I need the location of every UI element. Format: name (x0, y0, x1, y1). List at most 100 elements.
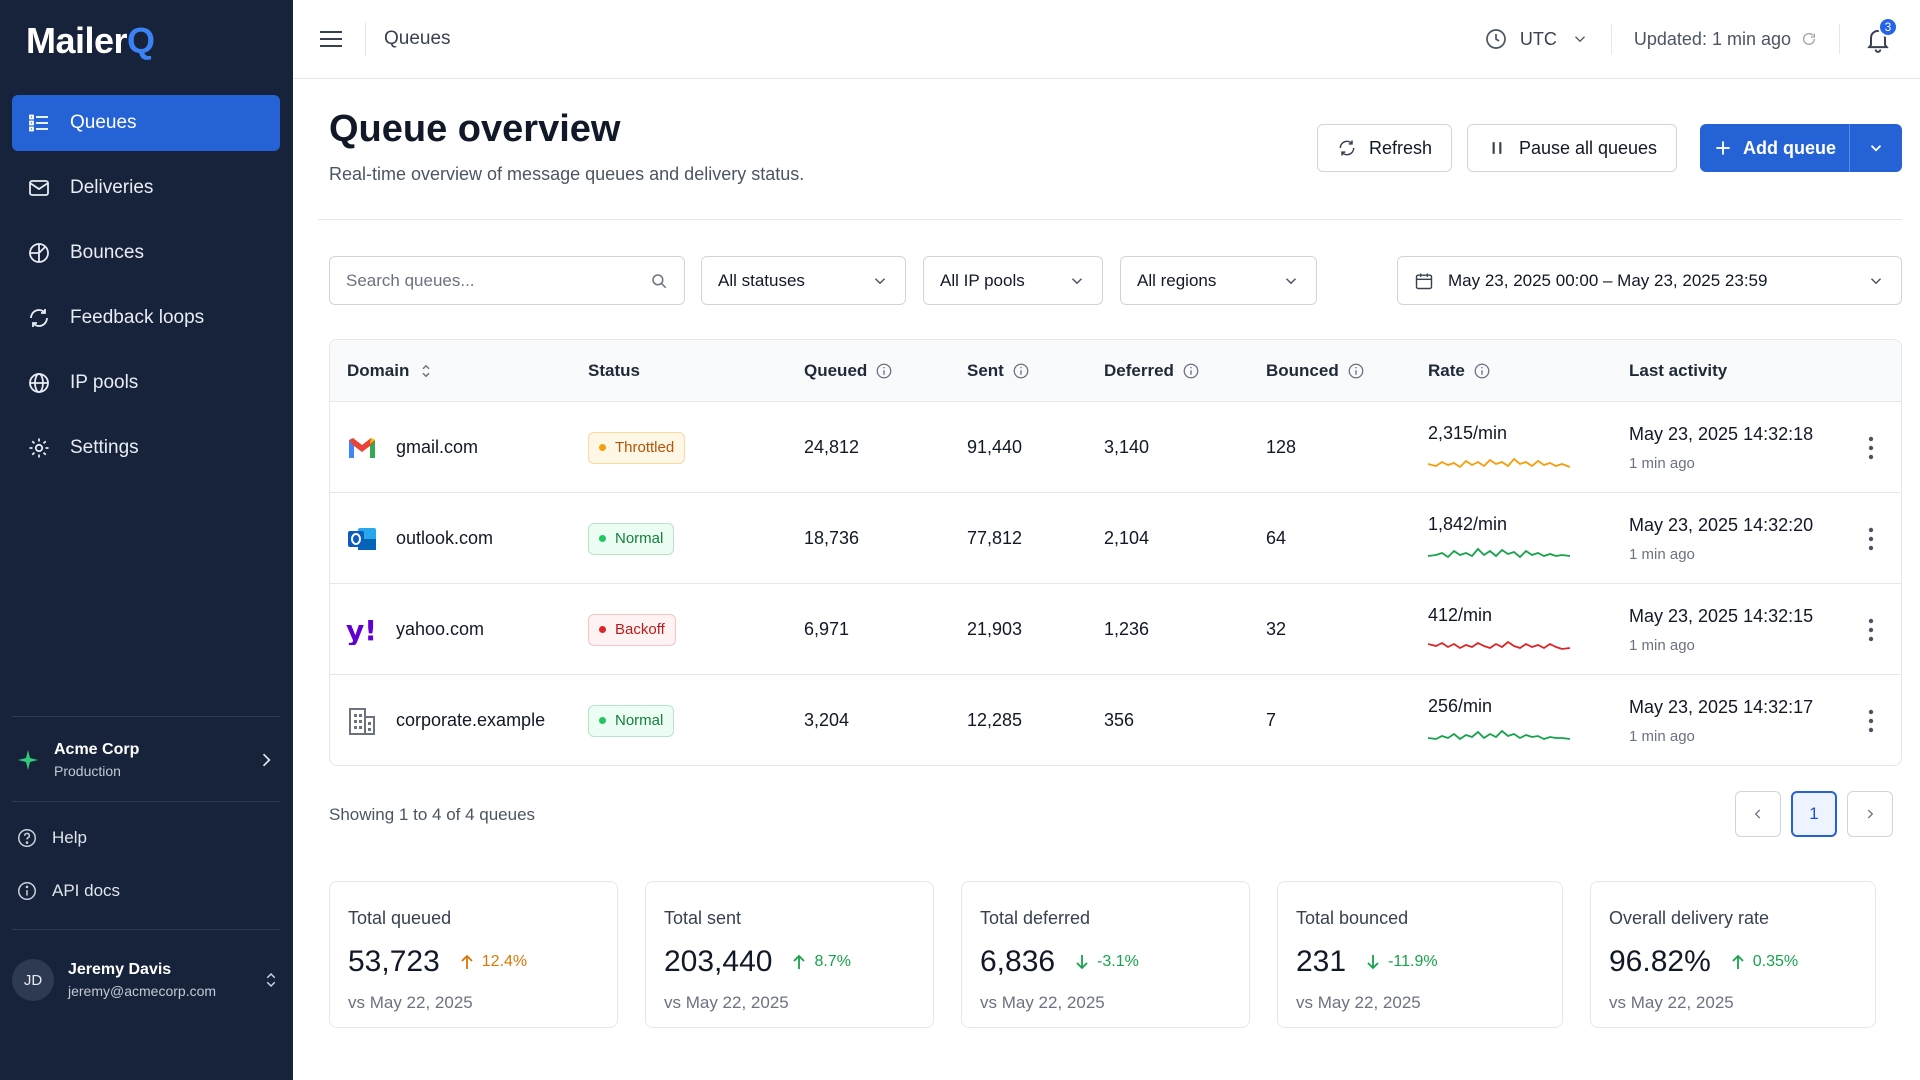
updated-text: Updated: 1 min ago (1633, 28, 1791, 49)
sidebar-item-bounces[interactable]: Bounces (12, 225, 280, 281)
info-icon[interactable] (875, 362, 893, 380)
status-badge: Normal (588, 522, 675, 555)
add-queue-button[interactable]: Add queue (1700, 124, 1850, 172)
table-row[interactable]: outlook.com Normal 18,736 77,812 2,104 6… (330, 493, 1901, 584)
add-queue-dropdown[interactable] (1850, 124, 1902, 172)
pause-icon (1492, 142, 1502, 154)
help-circle-icon (18, 829, 36, 847)
column-queued: Queued (804, 340, 893, 402)
column-label: Status (588, 361, 640, 380)
page-button-1[interactable]: 1 (1791, 791, 1837, 837)
refresh-small-icon[interactable] (1801, 31, 1817, 47)
rate-sparkline (1428, 640, 1570, 650)
status-filter[interactable]: All statuses (701, 256, 906, 305)
notifications-button[interactable]: 3 (1862, 17, 1898, 55)
sidebar-item-label: Bounces (70, 242, 144, 263)
sidebar-item-settings[interactable]: Settings (12, 420, 280, 476)
queued-value: 24,812 (804, 437, 860, 457)
prev-page-button[interactable] (1735, 791, 1781, 837)
more-vertical-icon[interactable] (1867, 526, 1875, 552)
summary-card-delivery-rate: Overall delivery rate 96.82% 0.35% vs Ma… (1590, 881, 1876, 1028)
deferred-value: 1,236 (1104, 619, 1150, 639)
rate-value: 256/min (1428, 696, 1493, 716)
info-icon[interactable] (1182, 362, 1200, 380)
info-circle-icon (18, 882, 36, 900)
column-bounced: Bounced (1266, 340, 1365, 402)
sidebar-item-feedback-loops[interactable]: Feedback loops (12, 290, 280, 346)
card-delta: -3.1% (1075, 953, 1139, 971)
sent-value: 21,903 (967, 619, 1023, 639)
date-range-picker[interactable]: May 23, 2025 00:00 – May 23, 2025 23:59 (1397, 256, 1902, 305)
card-delta: 12.4% (460, 953, 527, 971)
table-row[interactable]: y! yahoo.com Backoff 6,971 21,903 1,236 … (330, 584, 1901, 675)
table-row[interactable]: corporate.example Normal 3,204 12,285 35… (330, 675, 1901, 765)
more-vertical-icon[interactable] (1867, 435, 1875, 461)
globe-icon (26, 370, 52, 396)
sidebar-item-deliveries[interactable]: Deliveries (12, 160, 280, 216)
domain-name[interactable]: corporate.example (396, 710, 546, 730)
column-deferred: Deferred (1104, 340, 1200, 402)
card-label: Total queued (348, 908, 452, 928)
gmail-icon (346, 432, 378, 464)
chevron-left-icon (1754, 809, 1761, 819)
app-logo[interactable]: MailerQ (26, 20, 155, 61)
summary-card-total-sent: Total sent 203,440 8.7% vs May 22, 2025 (645, 881, 934, 1028)
table-row[interactable]: gmail.com Throttled 24,812 91,440 3,140 … (330, 402, 1901, 493)
pause-all-button[interactable]: Pause all queues (1467, 124, 1677, 172)
domain-name[interactable]: outlook.com (396, 528, 494, 548)
timezone-select[interactable]: UTC (1484, 27, 1589, 51)
refresh-button[interactable]: Refresh (1317, 124, 1452, 172)
next-page-button[interactable] (1847, 791, 1893, 837)
info-icon[interactable] (1347, 362, 1365, 380)
info-icon[interactable] (1012, 362, 1030, 380)
arrow-down-icon (1076, 955, 1088, 970)
column-domain[interactable]: Domain (347, 340, 435, 402)
deferred-value: 2,104 (1104, 528, 1150, 548)
chevron-down-icon (1870, 145, 1882, 152)
queues-table: Domain Status Queued Sent Deferred Bounc… (329, 339, 1902, 766)
menu-icon[interactable] (317, 25, 345, 53)
last-activity-date: May 23, 2025 14:32:18 (1629, 423, 1814, 444)
rate-value: 2,315/min (1428, 423, 1508, 443)
updated-status: Updated: 1 min ago (1634, 29, 1817, 50)
more-vertical-icon[interactable] (1867, 617, 1875, 643)
arrow-up-icon (793, 954, 806, 969)
column-label: Queued (804, 361, 868, 380)
domain-name[interactable]: gmail.com (396, 437, 479, 457)
ip-pool-filter[interactable]: All IP pools (923, 256, 1103, 305)
user-menu[interactable]: JD Jeremy Davis jeremy@acmecorp.com (12, 955, 280, 1005)
column-label: Domain (347, 361, 410, 380)
chevron-down-icon (1574, 36, 1585, 43)
rate-sparkline (1428, 547, 1570, 559)
search-placeholder: Search queues... (346, 270, 475, 290)
calendar-icon (1415, 273, 1433, 289)
search-field[interactable]: Search queues... (329, 256, 685, 305)
page-title: Queue overview (329, 108, 621, 150)
org-switcher[interactable]: Acme Corp Production (16, 738, 276, 782)
column-status: Status (588, 340, 640, 402)
more-vertical-icon[interactable] (1867, 708, 1875, 734)
region-filter[interactable]: All regions (1120, 256, 1317, 305)
arrow-up-icon (461, 954, 473, 969)
sidebar-item-ip-pools[interactable]: IP pools (12, 355, 280, 411)
sidebar-item-label: Settings (70, 437, 139, 458)
sidebar-item-label: Queues (70, 112, 137, 133)
sidebar-item-queues[interactable]: Queues (12, 95, 280, 151)
pause-label: Pause all queues (1518, 137, 1658, 158)
ip-pool-filter-value: All IP pools (940, 270, 1025, 290)
sort-icon (422, 364, 430, 378)
arrow-up-icon (1732, 954, 1744, 969)
info-icon[interactable] (1473, 362, 1491, 380)
last-activity-relative: 1 min ago (1629, 545, 1695, 563)
card-delta: 8.7% (792, 953, 851, 971)
api-docs-link[interactable]: API docs (16, 880, 120, 902)
avatar: JD (12, 959, 54, 1001)
timezone-value: UTC (1519, 28, 1557, 49)
column-label: Bounced (1266, 361, 1339, 380)
summary-card-total-bounced: Total bounced 231 -11.9% vs May 22, 2025 (1277, 881, 1563, 1028)
card-comparison: vs May 22, 2025 (1609, 993, 1734, 1012)
domain-name[interactable]: yahoo.com (396, 619, 485, 639)
help-link[interactable]: Help (16, 827, 87, 849)
chevron-down-icon (1870, 277, 1882, 284)
chevron-down-icon (1285, 277, 1297, 284)
